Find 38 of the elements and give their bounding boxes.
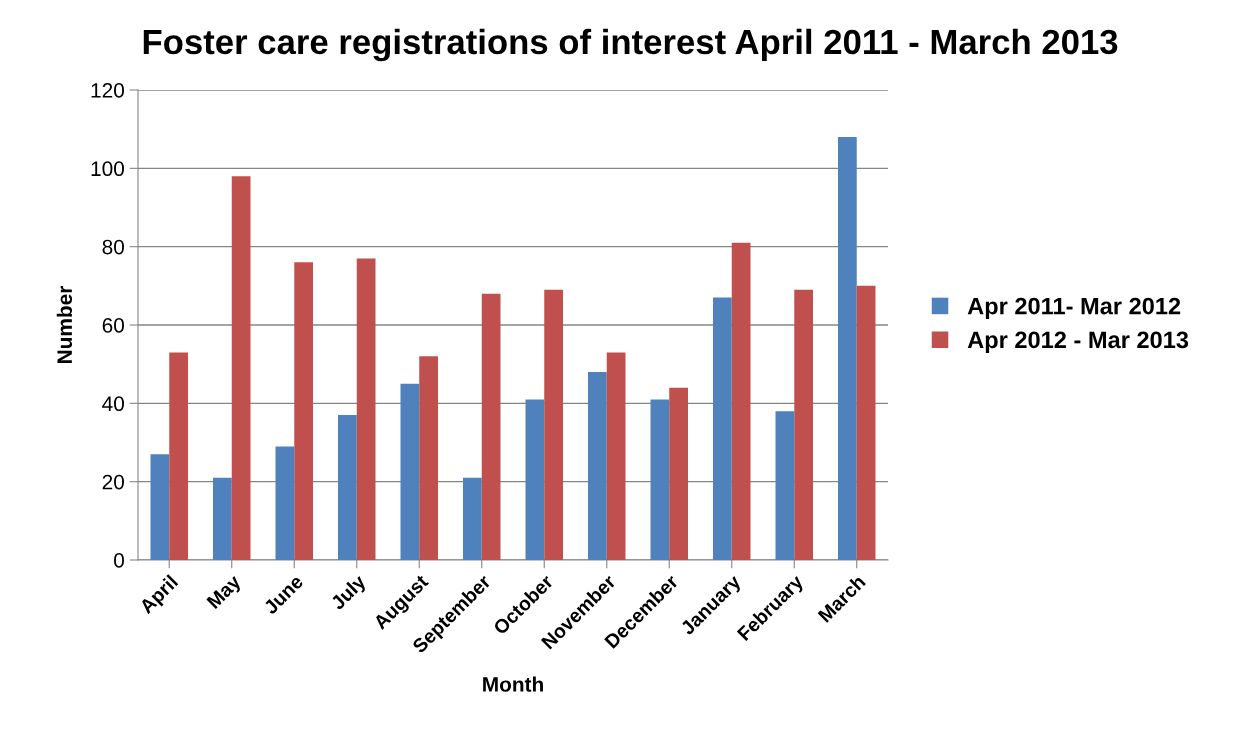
bar (213, 477, 232, 560)
x-tick-label: July (329, 573, 370, 614)
bar (294, 262, 313, 560)
bar (731, 242, 751, 560)
y-tick-label: 100 (91, 161, 124, 177)
y-tick-label: 60 (102, 318, 124, 333)
bar (338, 415, 357, 560)
bar (275, 446, 295, 560)
y-tick-label: 40 (102, 396, 124, 412)
y-tick-label: 20 (102, 474, 124, 490)
bar (650, 399, 670, 560)
y-axis-title: Number (56, 285, 73, 363)
legend-label: Apr 2012 - Mar 2013 (967, 331, 1189, 353)
bar (463, 477, 482, 560)
bar (150, 454, 170, 560)
bar (419, 356, 438, 560)
legend-label: Apr 2011- Mar 2012 (967, 297, 1181, 320)
bar (481, 293, 501, 560)
bar (606, 352, 626, 560)
y-tick-label: 80 (102, 239, 124, 255)
x-axis-title: Month (483, 676, 543, 692)
y-tick-label: 0 (114, 553, 124, 568)
y-tick-label: 120 (91, 83, 124, 98)
bar (400, 383, 420, 560)
chart-title: Foster care registrations of interest April 2011 - March 2013 (143, 28, 1118, 62)
bar (169, 352, 188, 560)
bar (838, 137, 857, 560)
bar (856, 285, 876, 560)
bar (794, 289, 813, 560)
bar (775, 411, 795, 560)
bar (544, 289, 563, 560)
bar (356, 258, 376, 560)
bar (669, 387, 688, 560)
bar (525, 399, 545, 560)
bar (713, 297, 732, 560)
x-tick-label: May (206, 573, 245, 612)
bar (231, 176, 251, 560)
bar (588, 372, 607, 560)
